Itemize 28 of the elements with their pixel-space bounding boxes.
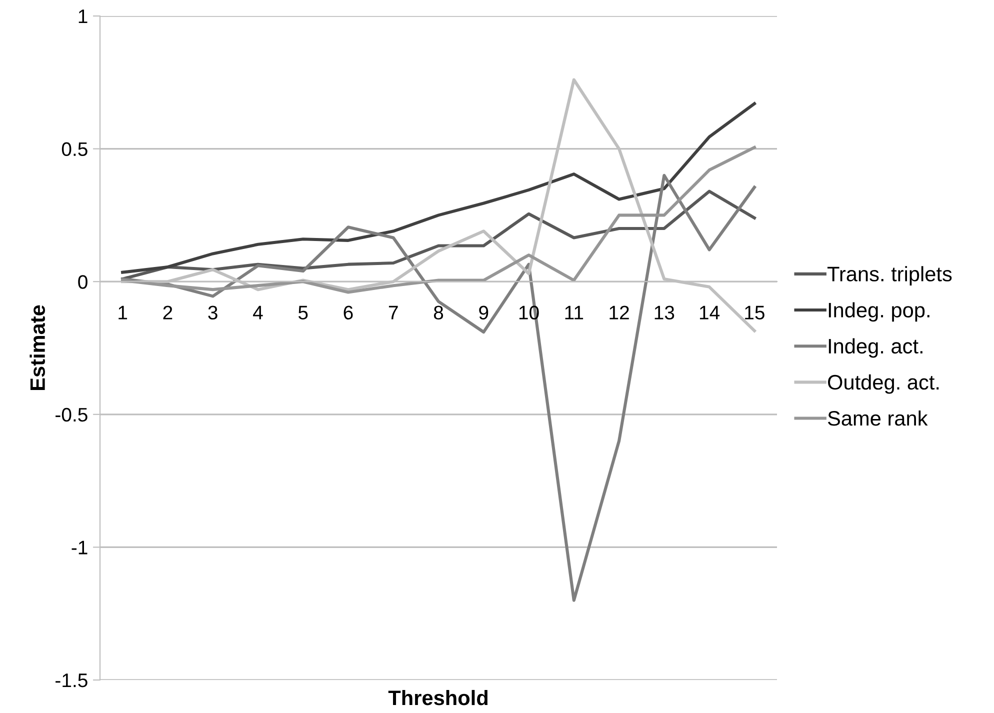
y-tick-label: 0.5 bbox=[62, 142, 88, 156]
legend-label: Indeg. pop. bbox=[828, 302, 930, 322]
x-tick-label: 4 bbox=[253, 306, 263, 320]
legend-label: Outdeg. act. bbox=[828, 374, 939, 394]
x-tick-label: 1 bbox=[118, 306, 128, 320]
legend-label: Same rank bbox=[828, 410, 928, 426]
x-tick-label: 2 bbox=[163, 306, 172, 320]
y-tick-label: 1 bbox=[78, 10, 88, 24]
x-tick-label: 6 bbox=[344, 306, 353, 320]
x-tick-label: 12 bbox=[610, 306, 629, 320]
y-axis-title: Estimate bbox=[30, 305, 46, 390]
x-tick-label: 9 bbox=[479, 306, 488, 320]
x-tick-label: 10 bbox=[519, 306, 539, 320]
legend-label: Trans. triplets bbox=[827, 266, 952, 286]
y-tick-label: -1.5 bbox=[56, 674, 88, 688]
x-tick-label: 5 bbox=[298, 306, 308, 320]
legend-label: Indeg. act. bbox=[828, 338, 922, 358]
x-axis-title: Threshold bbox=[388, 690, 488, 706]
y-tick-label: -1 bbox=[72, 540, 88, 554]
x-tick-label: 11 bbox=[565, 306, 584, 320]
x-tick-label: 7 bbox=[388, 306, 398, 320]
x-tick-label: 13 bbox=[654, 306, 674, 320]
x-tick-label: 15 bbox=[745, 306, 764, 320]
y-tick-label: 0 bbox=[78, 275, 88, 289]
x-tick-label: 14 bbox=[700, 306, 720, 320]
x-tick-label: 3 bbox=[208, 306, 218, 320]
y-tick-label: -0.5 bbox=[56, 408, 88, 422]
x-tick-label: 8 bbox=[434, 306, 444, 320]
